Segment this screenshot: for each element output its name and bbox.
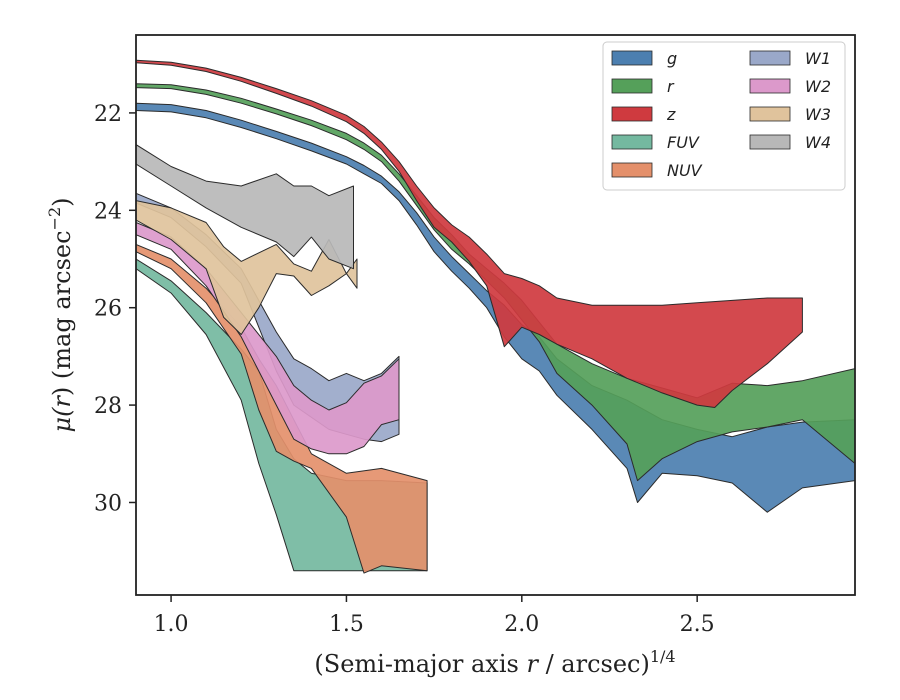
- legend-label-W3: W3: [805, 105, 831, 124]
- legend-swatch-W4: [749, 134, 791, 150]
- legend-label-W2: W2: [805, 77, 831, 96]
- legend-swatch-g: [611, 50, 653, 66]
- legend-swatch-W2: [749, 78, 791, 94]
- x-tick-label: 2.5: [680, 612, 715, 637]
- y-tick-label: 22: [94, 102, 122, 127]
- legend-swatch-W3: [749, 106, 791, 122]
- legend-label-r: r: [667, 77, 675, 96]
- y-tick-label: 30: [94, 491, 122, 516]
- legend: grz FUV NUV W1 W2 W3 W4: [602, 41, 846, 191]
- legend-swatch-FUV: [611, 134, 653, 150]
- band-W4: [136, 144, 354, 270]
- x-axis-label: (Semi-major axis r / arcsec)1/4: [314, 647, 675, 678]
- legend-swatch-NUV: [611, 162, 653, 178]
- plot-frame: [135, 34, 856, 596]
- x-tick-label: 1.5: [329, 612, 364, 637]
- ticks-layer: 1.0 1.5 2.0 2.5 22 24 26 28 30: [94, 102, 715, 637]
- legend-swatch-z: [611, 106, 653, 122]
- legend-label-z: z: [666, 105, 676, 124]
- y-tick-label: 28: [94, 394, 122, 419]
- band-W3: [136, 200, 358, 335]
- x-tick-label: 2.0: [504, 612, 539, 637]
- legend-swatch-W1: [749, 50, 791, 66]
- legend-label-NUV: NUV: [667, 161, 703, 180]
- legend-label-FUV: FUV: [667, 133, 700, 152]
- y-tick-label: 26: [94, 297, 122, 322]
- y-tick-label: 24: [94, 199, 122, 224]
- legend-label-W1: W1: [805, 49, 831, 68]
- band-z: [136, 59, 803, 408]
- legend-label-g: g: [667, 49, 677, 68]
- legend-label-W4: W4: [805, 133, 831, 152]
- x-tick-label: 1.0: [154, 612, 189, 637]
- series-layer: [136, 59, 855, 574]
- y-axis-label: μ(r) (mag arcsec−2): [45, 197, 76, 432]
- band-W2: [136, 222, 400, 455]
- legend-swatch-r: [611, 78, 653, 94]
